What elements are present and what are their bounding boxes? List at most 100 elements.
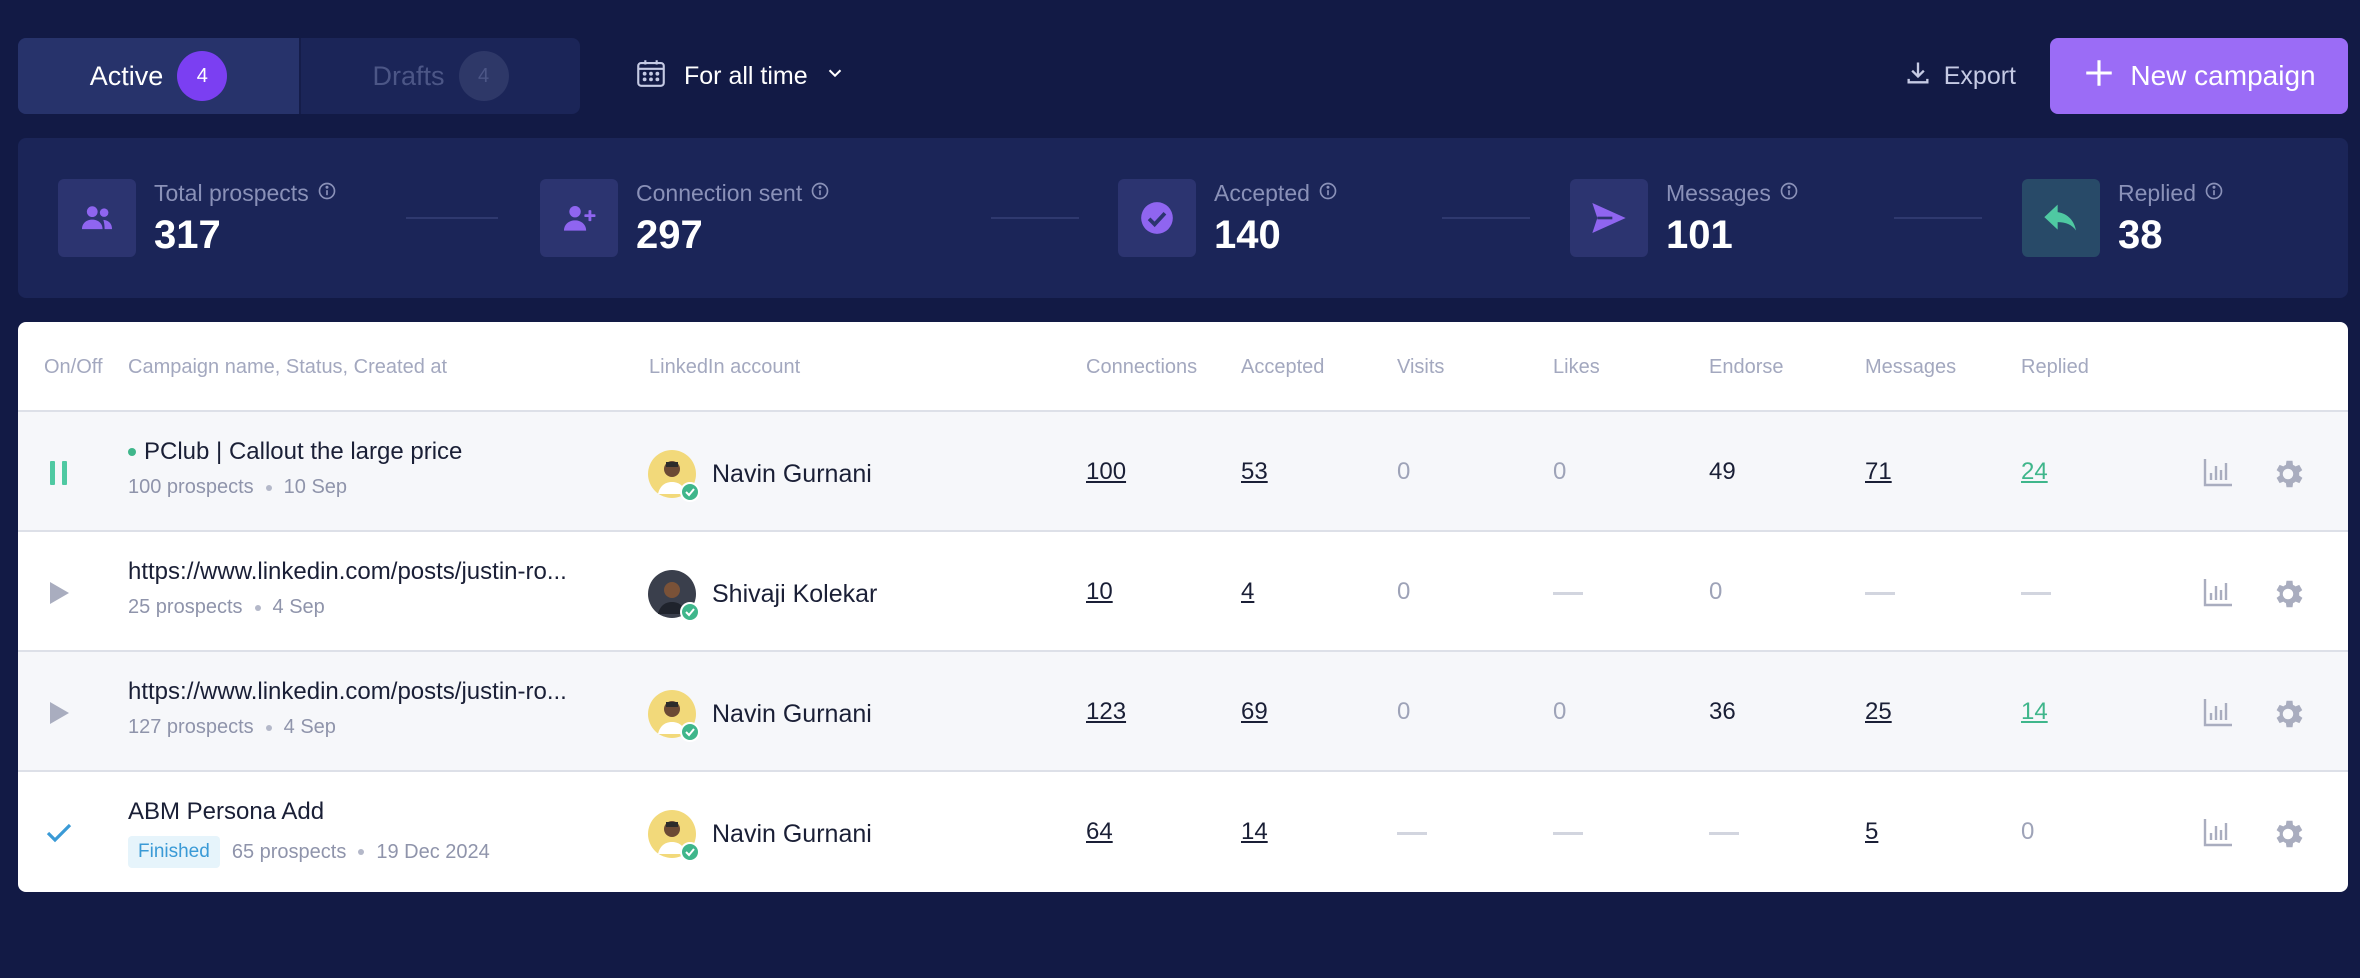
campaign-info: https://www.linkedin.com/posts/justin-ro… — [128, 558, 623, 619]
stat-label: Replied — [2118, 179, 2196, 206]
account-name: Shivaji Kolekar — [712, 579, 878, 608]
connections-count[interactable]: 100 — [1086, 458, 1127, 485]
stat-label: Messages — [1666, 179, 1771, 206]
campaigns-table: On/Off Campaign name, Status, Created at… — [18, 322, 2348, 892]
verified-icon — [680, 602, 700, 622]
prospects-count: 65 prospects — [231, 840, 347, 863]
info-icon — [1779, 180, 1799, 207]
play-button[interactable] — [44, 698, 74, 728]
linkedin-account[interactable]: Navin Gurnani — [648, 688, 872, 742]
stat-connection-sent: Connection sent 297 — [540, 179, 830, 257]
stat-label: Accepted — [1214, 179, 1310, 206]
table-row: https://www.linkedin.com/posts/justin-ro… — [18, 652, 2348, 772]
users-icon — [58, 179, 136, 257]
chevron-down-icon — [824, 62, 846, 91]
stat-divider — [1894, 217, 1982, 219]
bar-chart-icon[interactable] — [2202, 816, 2234, 848]
gear-icon[interactable] — [2270, 576, 2306, 612]
endorse-count: 36 — [1709, 698, 1736, 725]
campaign-info: https://www.linkedin.com/posts/justin-ro… — [128, 678, 623, 739]
connections-count[interactable]: 10 — [1086, 578, 1113, 605]
campaign-name-link[interactable]: https://www.linkedin.com/posts/justin-ro… — [128, 558, 623, 586]
table-row: ABM Persona Add Finished 65 prospects 19 D… — [18, 772, 2348, 892]
accepted-count[interactable]: 69 — [1241, 698, 1268, 725]
column-header: On/Off — [44, 356, 103, 378]
stat-label: Connection sent — [636, 179, 803, 206]
connections-count[interactable]: 123 — [1086, 698, 1127, 725]
separator-dot — [358, 849, 365, 855]
linkedin-account[interactable]: Navin Gurnani — [648, 448, 872, 502]
check-circle-icon — [1118, 179, 1196, 257]
messages-count[interactable]: 5 — [1865, 818, 1879, 845]
linkedin-account[interactable]: Navin Gurnani — [648, 808, 872, 862]
account-name: Navin Gurnani — [712, 699, 872, 728]
verified-icon — [680, 842, 700, 862]
info-icon — [2204, 180, 2224, 207]
campaign-name-link[interactable]: ABM Persona Add — [128, 798, 623, 826]
column-header: Connections — [1086, 356, 1198, 378]
tab-active-label: Active — [89, 60, 164, 91]
table-row: https://www.linkedin.com/posts/justin-ro… — [18, 532, 2348, 652]
campaign-name: https://www.linkedin.com/posts/justin-ro… — [128, 558, 567, 585]
bar-chart-icon[interactable] — [2202, 456, 2234, 488]
accepted-count[interactable]: 4 — [1241, 578, 1255, 605]
messages-count[interactable]: 71 — [1865, 458, 1892, 485]
replied-count[interactable]: 14 — [2021, 698, 2048, 725]
top-bar: Active 4 Drafts 4 For all time Expo — [18, 38, 2348, 114]
campaign-name: PClub | Callout the large price — [144, 438, 463, 465]
new-campaign-button[interactable]: New campaign — [2050, 38, 2348, 114]
connections-count[interactable]: 64 — [1086, 818, 1113, 845]
stat-value: 317 — [154, 213, 221, 257]
avatar — [648, 450, 700, 502]
gear-icon[interactable] — [2270, 456, 2306, 492]
stat-value: 101 — [1666, 213, 1733, 257]
stat-replied: Replied 38 — [2022, 179, 2224, 257]
column-header: Messages — [1865, 356, 1957, 378]
bar-chart-icon[interactable] — [2202, 696, 2234, 728]
likes-empty-dash — [1553, 832, 1583, 835]
campaign-name: https://www.linkedin.com/posts/justin-ro… — [128, 678, 567, 705]
prospects-count: 100 prospects — [128, 476, 254, 498]
accepted-count[interactable]: 53 — [1241, 458, 1268, 485]
replied-count[interactable]: 24 — [2021, 458, 2048, 485]
tab-active[interactable]: Active 4 — [18, 38, 299, 114]
campaign-name: ABM Persona Add — [128, 798, 325, 825]
stat-label: Total prospects — [154, 179, 309, 206]
tab-active-count: 4 — [177, 51, 228, 101]
account-name: Navin Gurnani — [712, 459, 872, 488]
endorse-count: 0 — [1709, 578, 1723, 605]
separator-dot — [265, 484, 272, 491]
new-campaign-label: New campaign — [2130, 60, 2316, 91]
export-button[interactable]: Export — [1904, 38, 2016, 114]
download-icon — [1904, 59, 1932, 94]
tab-drafts-label: Drafts — [372, 60, 445, 91]
pause-button[interactable] — [44, 458, 74, 488]
created-date: 4 Sep — [283, 716, 336, 738]
campaign-name-link[interactable]: PClub | Callout the large price — [128, 438, 623, 466]
gear-icon[interactable] — [2270, 816, 2306, 852]
campaign-name-link[interactable]: https://www.linkedin.com/posts/justin-ro… — [128, 678, 623, 706]
date-filter-dropdown[interactable]: For all time — [634, 38, 846, 114]
bar-chart-icon[interactable] — [2202, 576, 2234, 608]
messages-count[interactable]: 25 — [1865, 698, 1892, 725]
info-icon — [317, 180, 337, 207]
table-header: On/Off Campaign name, Status, Created at… — [18, 322, 2348, 412]
created-date: 10 Sep — [283, 476, 348, 498]
separator-dot — [254, 604, 261, 611]
gear-icon[interactable] — [2270, 696, 2306, 732]
likes-empty-dash — [1553, 592, 1583, 595]
tab-drafts[interactable]: Drafts 4 — [299, 38, 580, 114]
replied-empty-dash — [2021, 592, 2051, 595]
visits-count: 0 — [1397, 698, 1411, 725]
accepted-count[interactable]: 14 — [1241, 818, 1268, 845]
column-header: Replied — [2021, 356, 2089, 378]
avatar — [648, 570, 700, 622]
linkedin-account[interactable]: Shivaji Kolekar — [648, 568, 878, 622]
created-date: 4 Sep — [272, 596, 325, 618]
play-button[interactable] — [44, 578, 74, 608]
replied-count: 0 — [2021, 818, 2035, 845]
calendar-icon — [634, 56, 668, 97]
status-badge: Finished — [128, 836, 220, 868]
verified-icon — [680, 482, 700, 502]
likes-count: 0 — [1553, 458, 1567, 485]
